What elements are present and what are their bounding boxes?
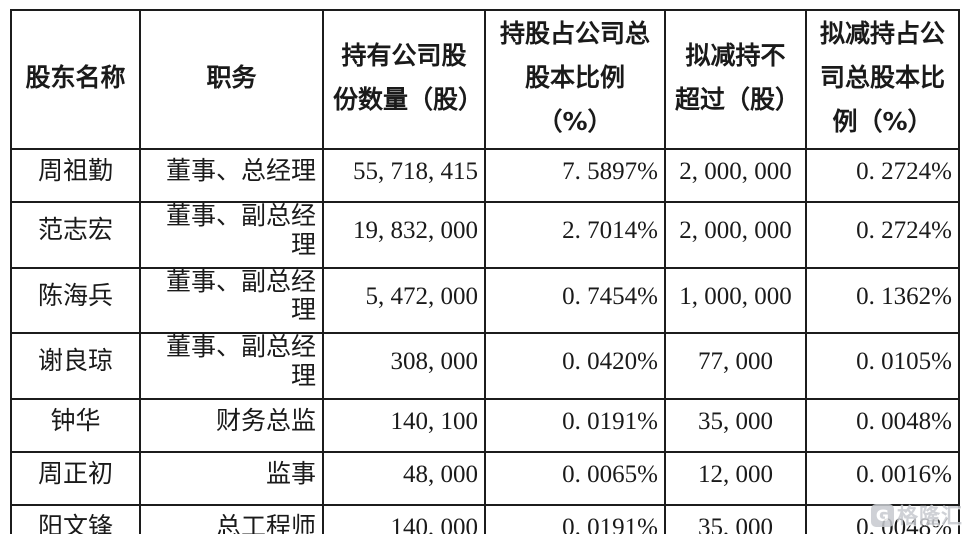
- shareholding-pct-cell: 0. 7454%: [484, 266, 666, 334]
- position-cell: 监事: [139, 450, 324, 506]
- reduction-pct-cell: 0. 0105%: [805, 332, 960, 400]
- col-header-reduction-pct: 拟减持占公司总股本比例（%）: [805, 9, 960, 150]
- position-cell: 董事、副总经理: [139, 332, 324, 400]
- table-row: 钟华 财务总监 140, 100 0. 0191% 35, 000 0. 004…: [10, 397, 960, 453]
- table-row: 周正初 监事 48, 000 0. 0065% 12, 000 0. 0016%: [10, 450, 960, 506]
- shareholding-pct-cell: 0. 0191%: [484, 397, 666, 453]
- shares-held-cell: 48, 000: [322, 450, 486, 506]
- shares-held-cell: 19, 832, 000: [322, 201, 486, 269]
- shareholding-pct-cell: 0. 0420%: [484, 332, 666, 400]
- header-row: 股东名称 职务 持有公司股份数量（股） 持股占公司总股本比例（%） 拟减持不超过…: [10, 9, 960, 150]
- reduction-pct-cell: 0. 2724%: [805, 201, 960, 269]
- shareholder-name-cell: 谢良琼: [10, 332, 141, 400]
- planned-reduction-cell: 77, 000: [664, 332, 807, 400]
- shareholder-name-cell: 陈海兵: [10, 266, 141, 334]
- table-row: 周祖勤 董事、总经理 55, 718, 415 7. 5897% 2, 000,…: [10, 148, 960, 203]
- shares-held-cell: 5, 472, 000: [322, 266, 486, 334]
- planned-reduction-cell: 35, 000: [664, 397, 807, 453]
- shareholder-name-cell: 周祖勤: [10, 148, 141, 203]
- shareholding-pct-cell: 7. 5897%: [484, 148, 666, 203]
- col-header-shareholder-name: 股东名称: [10, 9, 141, 150]
- shareholder-name-cell: 阳文锋: [10, 503, 141, 534]
- shareholder-name-cell: 范志宏: [10, 201, 141, 269]
- position-cell: 董事、副总经理: [139, 266, 324, 334]
- planned-reduction-cell: 35, 000: [664, 503, 807, 534]
- planned-reduction-cell: 12, 000: [664, 450, 807, 506]
- reduction-pct-cell: 0. 2724%: [805, 148, 960, 203]
- table-row: 陈海兵 董事、副总经理 5, 472, 000 0. 7454% 1, 000,…: [10, 266, 960, 334]
- shareholding-pct-cell: 0. 0065%: [484, 450, 666, 506]
- shareholding-pct-cell: 2. 7014%: [484, 201, 666, 269]
- col-header-shareholding-pct: 持股占公司总股本比例（%）: [484, 9, 666, 150]
- reduction-pct-cell: 0. 0048%: [805, 397, 960, 453]
- col-header-planned-reduction: 拟减持不超过（股）: [664, 9, 807, 150]
- position-cell: 董事、总经理: [139, 148, 324, 203]
- table-row: 谢良琼 董事、副总经理 308, 000 0. 0420% 77, 000 0.…: [10, 332, 960, 400]
- position-cell: 总工程师: [139, 503, 324, 534]
- reduction-pct-cell: 0. 1362%: [805, 266, 960, 334]
- shareholder-name-cell: 钟华: [10, 397, 141, 453]
- shares-held-cell: 308, 000: [322, 332, 486, 400]
- table-row: 范志宏 董事、副总经理 19, 832, 000 2. 7014% 2, 000…: [10, 201, 960, 269]
- col-header-shares-held: 持有公司股份数量（股）: [322, 9, 486, 150]
- shareholder-name-cell: 周正初: [10, 450, 141, 506]
- planned-reduction-cell: 1, 000, 000: [664, 266, 807, 334]
- shares-held-cell: 140, 100: [322, 397, 486, 453]
- position-cell: 董事、副总经理: [139, 201, 324, 269]
- reduction-pct-cell: 0. 0048%: [805, 503, 960, 534]
- shareholding-pct-cell: 0. 0191%: [484, 503, 666, 534]
- shares-held-cell: 55, 718, 415: [322, 148, 486, 203]
- position-cell: 财务总监: [139, 397, 324, 453]
- shares-held-cell: 140, 000: [322, 503, 486, 534]
- table-row: 阳文锋 总工程师 140, 000 0. 0191% 35, 000 0. 00…: [10, 503, 960, 534]
- reduction-pct-cell: 0. 0016%: [805, 450, 960, 506]
- planned-reduction-cell: 2, 000, 000: [664, 201, 807, 269]
- shareholder-reduction-table: 股东名称 职务 持有公司股份数量（股） 持股占公司总股本比例（%） 拟减持不超过…: [10, 9, 960, 534]
- col-header-position: 职务: [139, 9, 324, 150]
- planned-reduction-cell: 2, 000, 000: [664, 148, 807, 203]
